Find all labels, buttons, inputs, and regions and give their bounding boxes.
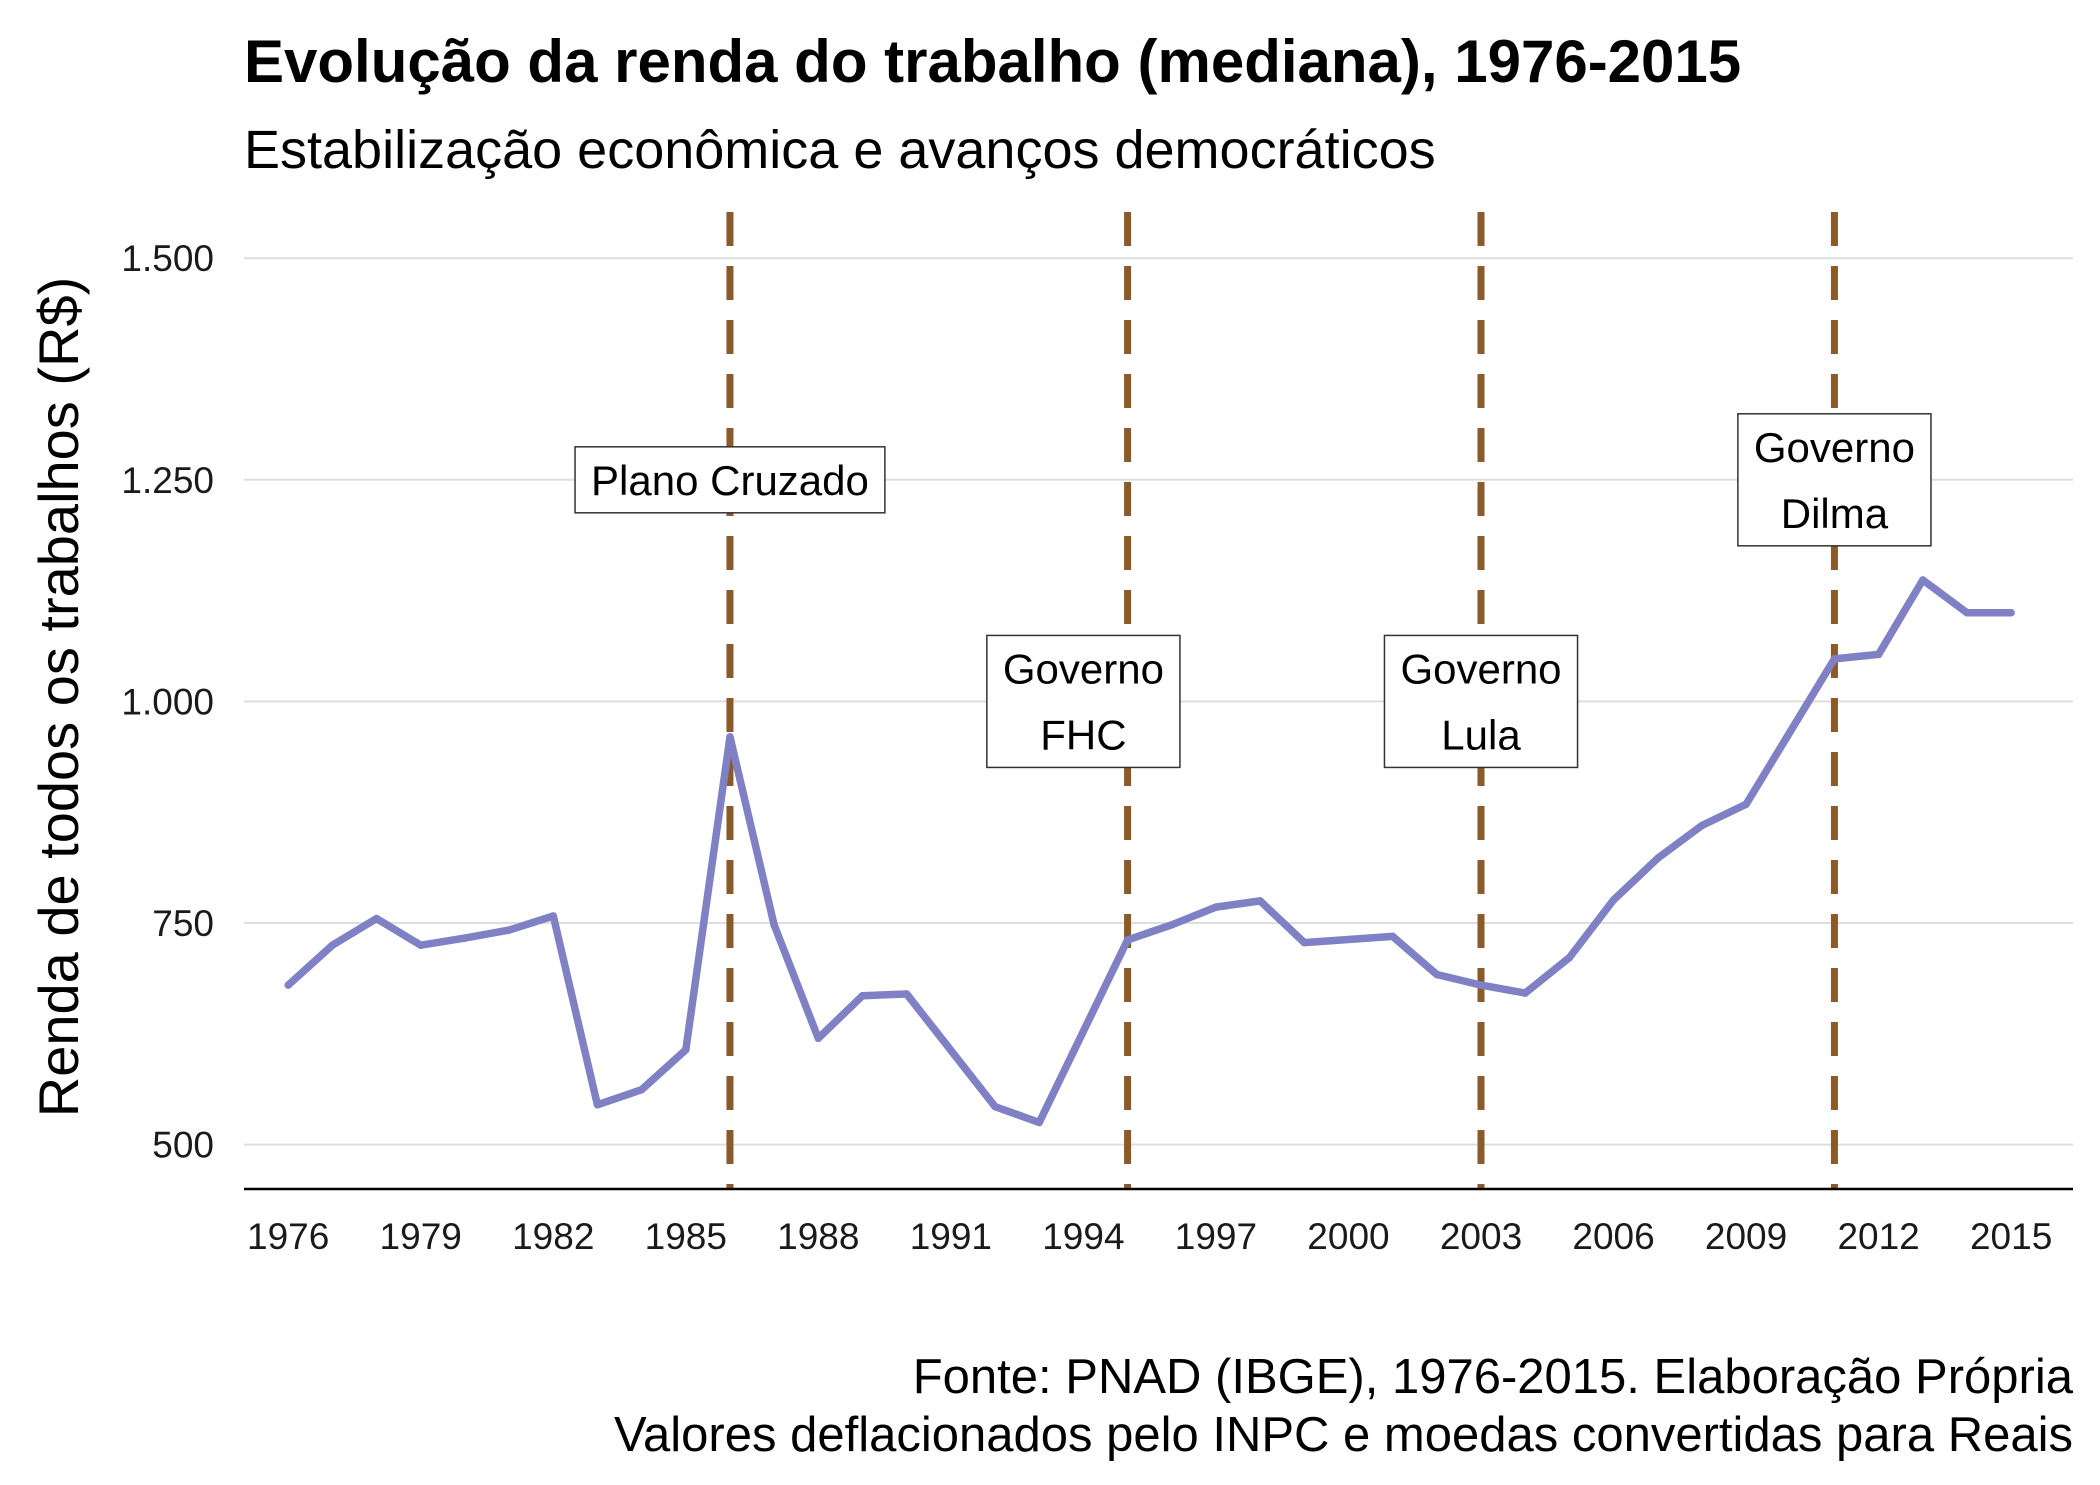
x-tick-label: 1979	[380, 1216, 462, 1257]
annotation-text: Governo	[1003, 645, 1164, 692]
data-point	[1388, 932, 1397, 941]
data-point	[1919, 576, 1927, 584]
data-point	[726, 733, 734, 741]
data-point	[1742, 800, 1750, 809]
annotation-text: Governo	[1400, 645, 1561, 692]
y-tick-label: 1.250	[121, 460, 214, 501]
data-point	[549, 912, 558, 920]
data-point	[593, 1101, 602, 1109]
data-point	[1212, 903, 1220, 911]
series-layer	[284, 576, 2015, 1127]
y-tick-label: 500	[152, 1125, 214, 1166]
annotation-box	[574, 446, 886, 514]
y-tick-label: 1.500	[121, 238, 214, 279]
data-point	[372, 914, 381, 923]
x-axis-ticks: 1976 1979 1982 1985 1988 1991 1994 1997 2000 2003…	[247, 1216, 2052, 1257]
data-point	[682, 1046, 690, 1054]
data-point	[1477, 981, 1485, 989]
x-tick-label: 2000	[1307, 1216, 1389, 1257]
annotation: Plano Cruzado	[574, 446, 886, 514]
caption-source: Fonte: PNAD (IBGE), 1976-2015. Elaboraçã…	[913, 1350, 2074, 1404]
y-axis-label: Renda de todos os trabalhos (R$)	[27, 277, 90, 1118]
annotation: Governo Lula	[1383, 634, 1579, 769]
x-tick-label: 1991	[910, 1216, 992, 1257]
data-point	[1521, 989, 1529, 997]
data-point	[1035, 1118, 1043, 1127]
data-point	[1565, 953, 1574, 962]
data-point	[2007, 609, 2015, 617]
data-point	[1698, 821, 1706, 830]
data-point	[991, 1102, 999, 1111]
annotation-box	[1383, 634, 1579, 769]
data-point	[637, 1085, 646, 1094]
data-point	[1123, 936, 1132, 944]
x-tick-label: 2009	[1705, 1216, 1787, 1257]
data-point	[416, 941, 425, 949]
annotations: Plano CruzadoGovernoFHCGovernoLulaGovern…	[574, 413, 1932, 769]
data-point	[858, 991, 867, 1000]
data-point	[902, 990, 911, 998]
data-point	[328, 941, 337, 949]
x-tick-label: 2006	[1572, 1216, 1654, 1257]
data-point	[1830, 655, 1839, 663]
y-axis-ticks: 500 750 1.000 1.250 1.500	[121, 238, 214, 1165]
annotation-box	[1737, 413, 1932, 547]
annotation-text: FHC	[1040, 711, 1126, 758]
data-point	[814, 1034, 823, 1043]
annotation: Governo FHC	[986, 634, 1181, 769]
data-point	[1256, 897, 1264, 905]
y-tick-label: 1.000	[121, 681, 214, 722]
caption-note: Valores deflacionados pelo INPC e moedas…	[614, 1408, 2073, 1462]
data-point	[1433, 970, 1441, 979]
chart-subtitle: Estabilização econômica e avanços democr…	[244, 120, 1436, 180]
data-point	[770, 921, 778, 929]
x-tick-label: 2015	[1970, 1216, 2052, 1257]
annotation-box	[986, 634, 1181, 769]
annotation-text: Governo	[1754, 424, 1915, 471]
data-point	[1963, 609, 1971, 617]
y-tick-label: 750	[152, 903, 214, 944]
x-tick-label: 2003	[1440, 1216, 1522, 1257]
x-tick-label: 1994	[1042, 1216, 1124, 1257]
data-point	[1300, 938, 1309, 947]
x-tick-label: 1988	[777, 1216, 859, 1257]
chart-title: Evolução da renda do trabalho (mediana),…	[244, 28, 1741, 95]
annotation: Governo Dilma	[1737, 413, 1932, 547]
x-tick-label: 1997	[1175, 1216, 1257, 1257]
data-point	[284, 981, 292, 989]
annotation-text: Plano Cruzado	[591, 457, 869, 504]
data-point	[1609, 896, 1618, 904]
data-point	[1874, 650, 1883, 659]
data-point	[461, 934, 469, 942]
series-line	[285, 576, 2012, 1127]
x-tick-label: 1985	[645, 1216, 727, 1257]
data-point	[1653, 854, 1662, 863]
x-tick-label: 1976	[247, 1216, 329, 1257]
annotation-text: Lula	[1441, 711, 1521, 758]
annotation-text: Dilma	[1781, 490, 1889, 537]
data-point	[505, 926, 513, 934]
x-tick-label: 2012	[1837, 1216, 1919, 1257]
x-tick-label: 1982	[512, 1216, 594, 1257]
data-point	[1168, 921, 1176, 929]
